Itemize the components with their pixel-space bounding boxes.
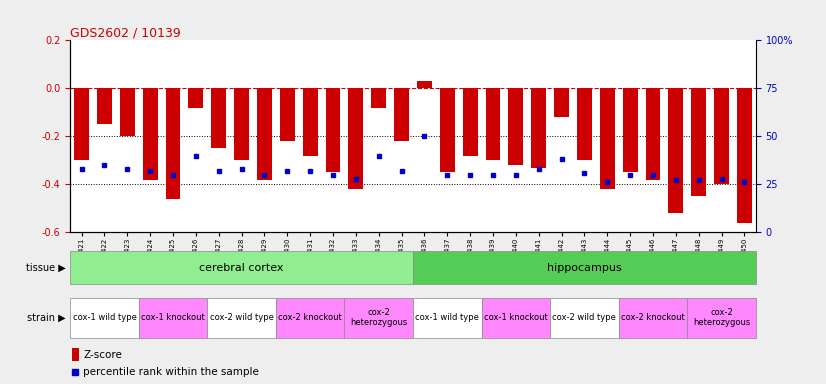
FancyBboxPatch shape	[139, 298, 207, 338]
FancyBboxPatch shape	[207, 298, 276, 338]
Bar	[325, 88, 340, 172]
Text: cox-2 knockout: cox-2 knockout	[278, 313, 342, 322]
FancyBboxPatch shape	[276, 298, 344, 338]
Text: cerebral cortex: cerebral cortex	[199, 263, 284, 273]
Text: tissue ▶: tissue ▶	[26, 263, 66, 273]
Text: GDS2602 / 10139: GDS2602 / 10139	[70, 26, 181, 39]
Bar	[349, 88, 363, 189]
Bar	[188, 88, 203, 108]
Bar	[737, 88, 752, 223]
Bar	[554, 88, 569, 117]
Text: cox-2 wild type: cox-2 wild type	[210, 313, 273, 322]
Bar	[97, 88, 112, 124]
Bar	[235, 88, 249, 161]
Bar	[72, 348, 79, 361]
Text: hippocampus: hippocampus	[547, 263, 622, 273]
FancyBboxPatch shape	[482, 298, 550, 338]
Text: cox-1 wild type: cox-1 wild type	[73, 313, 136, 322]
Bar	[211, 88, 226, 148]
Bar	[623, 88, 638, 172]
Text: Z-score: Z-score	[83, 349, 122, 359]
Text: cox-1 knockout: cox-1 knockout	[141, 313, 205, 322]
FancyBboxPatch shape	[550, 298, 619, 338]
Bar	[74, 88, 89, 161]
Bar	[280, 88, 295, 141]
Bar	[714, 88, 729, 184]
Text: cox-2 wild type: cox-2 wild type	[553, 313, 616, 322]
Bar	[394, 88, 409, 141]
Bar	[668, 88, 683, 213]
Bar	[372, 88, 386, 108]
Text: percentile rank within the sample: percentile rank within the sample	[83, 366, 259, 377]
FancyBboxPatch shape	[70, 252, 413, 284]
Text: strain ▶: strain ▶	[27, 313, 66, 323]
Bar	[486, 88, 501, 161]
FancyBboxPatch shape	[70, 298, 139, 338]
Bar	[509, 88, 523, 165]
Bar	[120, 88, 135, 136]
FancyBboxPatch shape	[413, 298, 482, 338]
Text: cox-2
heterozygous: cox-2 heterozygous	[350, 308, 407, 328]
FancyBboxPatch shape	[619, 298, 687, 338]
Bar	[600, 88, 615, 189]
Bar	[577, 88, 591, 161]
FancyBboxPatch shape	[687, 298, 756, 338]
Bar	[531, 88, 546, 167]
Bar	[303, 88, 317, 156]
Bar	[166, 88, 180, 199]
Bar	[646, 88, 660, 180]
Text: cox-2
heterozygous: cox-2 heterozygous	[693, 308, 750, 328]
Bar	[417, 81, 432, 88]
Text: cox-1 knockout: cox-1 knockout	[484, 313, 548, 322]
Bar	[143, 88, 158, 180]
Bar	[257, 88, 272, 180]
Text: cox-1 wild type: cox-1 wild type	[415, 313, 479, 322]
Bar	[463, 88, 477, 156]
FancyBboxPatch shape	[413, 252, 756, 284]
Bar	[691, 88, 706, 196]
Text: cox-2 knockout: cox-2 knockout	[621, 313, 685, 322]
Bar	[440, 88, 454, 172]
FancyBboxPatch shape	[344, 298, 413, 338]
